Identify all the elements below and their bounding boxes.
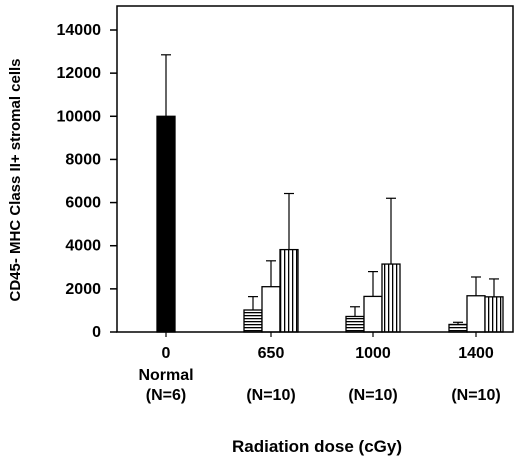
x-axis-label: Radiation dose (cGy) <box>232 437 402 456</box>
bar <box>243 309 263 333</box>
y-tick-label: 6000 <box>65 195 101 212</box>
bar <box>279 248 299 333</box>
group-sublabel: Normal <box>138 367 193 384</box>
x-tick-label: 1400 <box>458 345 494 362</box>
group-n-label: (N=6) <box>146 387 186 404</box>
y-axis-ticks: 0 2000 4000 6000 8000 10000 12000 14000 <box>57 22 117 341</box>
bar <box>448 323 468 333</box>
bar <box>363 295 383 333</box>
group-n-label: (N=10) <box>246 387 295 404</box>
bar <box>261 286 281 333</box>
y-tick-label: 12000 <box>57 65 102 82</box>
plot-frame <box>116 5 514 333</box>
y-tick-label: 0 <box>92 324 101 341</box>
group-n-label: (N=10) <box>348 387 397 404</box>
y-tick-label: 8000 <box>65 151 101 168</box>
y-tick-label: 14000 <box>57 22 102 39</box>
bar <box>484 296 504 333</box>
y-tick-label: 4000 <box>65 238 101 255</box>
x-tick-label: 1000 <box>355 345 391 362</box>
y-tick-label: 2000 <box>65 281 101 298</box>
x-tick-label: 0 <box>162 345 171 362</box>
bars <box>156 54 504 333</box>
bar <box>156 115 176 333</box>
y-tick-label: 10000 <box>57 108 102 125</box>
x-axis-labels: 0 Normal (N=6) 650 (N=10) 1000 (N=10) 1400 (N=10… <box>138 332 501 404</box>
bar <box>466 295 486 333</box>
bar <box>345 315 365 333</box>
x-tick-label: 650 <box>258 345 285 362</box>
bar <box>381 263 401 333</box>
group-n-label: (N=10) <box>451 387 500 404</box>
y-axis-label: CD45- MHC Class II+ stromal cells <box>7 58 24 301</box>
